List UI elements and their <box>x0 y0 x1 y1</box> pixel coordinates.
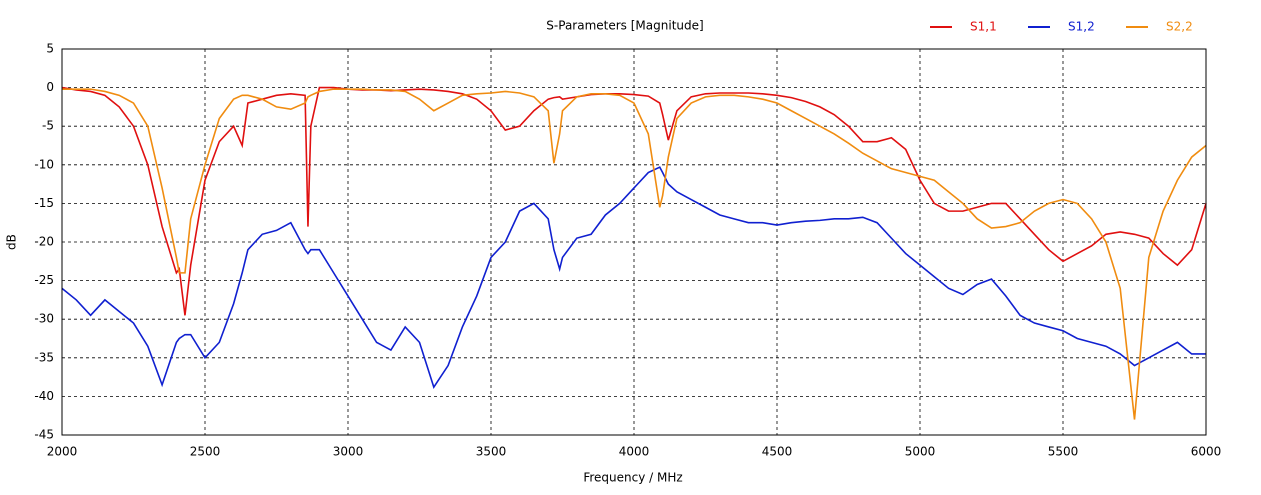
series-line <box>62 88 1207 420</box>
y-axis-label: dB <box>5 234 19 250</box>
y-tick-label: -35 <box>34 350 54 364</box>
series-line <box>61 166 1206 389</box>
x-tick-label: 5000 <box>905 445 936 459</box>
x-axis-label: Frequency / MHz <box>583 471 682 485</box>
y-tick-label: -25 <box>34 273 54 287</box>
x-tick-label: 4000 <box>619 445 650 459</box>
x-tick-label: 2500 <box>190 445 221 459</box>
y-tick-label: -15 <box>34 196 54 210</box>
y-tick-label: 5 <box>46 42 54 56</box>
y-tick-label: -5 <box>42 119 54 133</box>
legend-label: S1,2 <box>1068 20 1095 34</box>
y-tick-label: -10 <box>34 157 54 171</box>
x-tick-label: 4500 <box>762 445 793 459</box>
legend-label: S1,1 <box>970 20 997 34</box>
plot-frame <box>61 48 1207 436</box>
x-tick-label: 6000 <box>1191 445 1222 459</box>
y-tick-label: 0 <box>46 80 54 94</box>
legend-label: S2,2 <box>1166 20 1193 34</box>
y-tick-label: -40 <box>34 389 54 403</box>
y-tick-label: -30 <box>34 312 54 326</box>
x-tick-label: 5500 <box>1048 445 1079 459</box>
x-tick-label: 2000 <box>47 445 78 459</box>
y-tick-label: -45 <box>34 428 54 442</box>
chart-title: S-Parameters [Magnitude] <box>546 19 703 33</box>
x-tick-label: 3500 <box>476 445 507 459</box>
y-tick-label: -20 <box>34 235 54 249</box>
x-tick-label: 3000 <box>333 445 364 459</box>
